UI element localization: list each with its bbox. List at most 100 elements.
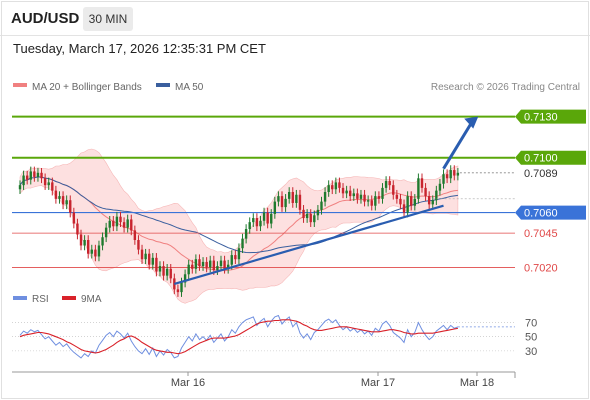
candle-body <box>133 230 137 240</box>
candle-body <box>69 200 72 213</box>
projection-arrow-head <box>464 116 479 129</box>
time-tick-label: Mar 16 <box>171 377 205 389</box>
candle-body <box>90 249 93 254</box>
candle-body <box>313 215 316 223</box>
candle-body <box>36 172 40 177</box>
chart-legend: MA 20 + Bollinger Bands MA 50 Research ©… <box>13 82 580 305</box>
candle-body <box>47 182 50 186</box>
candle-body <box>291 192 294 203</box>
candle-body <box>377 196 381 199</box>
candle-body <box>230 255 233 265</box>
ma20-legend-label: MA 20 + Bollinger Bands <box>32 82 142 93</box>
candle-body <box>273 201 277 214</box>
candle-body <box>270 213 273 224</box>
candle-body <box>201 261 205 267</box>
candle-body <box>162 266 165 276</box>
candle-body <box>79 234 83 246</box>
candle-body <box>165 268 169 276</box>
rsi-level-label-70: 70 <box>525 318 537 330</box>
candle-body <box>97 245 101 257</box>
candle-body <box>363 194 366 202</box>
candle-body <box>205 261 208 268</box>
candle-body <box>442 174 445 184</box>
candle-body <box>72 212 76 224</box>
candle-body <box>137 240 140 250</box>
candle-body <box>126 219 129 228</box>
candle-body <box>248 222 251 230</box>
candle-body <box>406 196 409 213</box>
candle-body <box>356 193 359 199</box>
candle-body <box>180 282 183 293</box>
candle-body <box>402 204 406 213</box>
candle-body <box>316 209 320 216</box>
bollinger-band <box>19 148 459 304</box>
candle-body <box>43 178 47 186</box>
candle-body <box>456 172 460 176</box>
candle-body <box>374 196 377 206</box>
candle-body <box>323 192 327 202</box>
candle-body <box>427 196 431 205</box>
level-label-0.7100: 0.7100 <box>524 153 558 165</box>
candle-body <box>22 175 25 186</box>
level-tag-0.7130 <box>515 109 586 124</box>
candle-body <box>280 196 284 208</box>
candle-body <box>187 264 190 275</box>
candle-body <box>144 253 147 260</box>
time-tick-label: Mar 18 <box>460 377 494 389</box>
support-trendline <box>174 204 444 285</box>
candle-body <box>54 190 58 199</box>
candle-body <box>435 190 438 201</box>
candle-body <box>395 194 399 199</box>
candle-body <box>76 223 79 235</box>
candle-body <box>140 249 144 260</box>
candle-body <box>295 194 298 203</box>
time-tick-label: Mar 17 <box>361 377 395 389</box>
candle-body <box>410 196 413 206</box>
level-label-0.7020: 0.7020 <box>524 262 558 274</box>
candle-body <box>284 198 287 208</box>
candle-body <box>234 255 237 260</box>
candle-body <box>359 194 363 199</box>
candle-body <box>424 187 427 197</box>
candle-body <box>266 212 269 224</box>
candle-body <box>349 190 352 197</box>
candle-body <box>244 229 248 239</box>
candle-body <box>25 175 29 180</box>
candle-body <box>345 190 348 194</box>
candle-body <box>255 218 259 227</box>
candle-body <box>148 253 151 265</box>
candle-body <box>216 266 219 271</box>
candle-body <box>392 185 395 195</box>
currency-pair-title: AUD/USD <box>11 10 80 27</box>
candle-body <box>65 200 68 205</box>
candle-body <box>83 240 86 246</box>
candle-body <box>158 266 162 272</box>
candle-body <box>384 181 388 188</box>
rsi-level-label-30: 30 <box>525 346 537 358</box>
candle-body <box>104 227 108 238</box>
candle-body <box>112 220 115 227</box>
candle-body <box>366 200 370 202</box>
candle-body <box>94 249 97 257</box>
rsi-pane: 70 50 30 <box>12 314 537 359</box>
candle-body <box>449 170 452 179</box>
candle-body <box>155 257 158 272</box>
ma20-legend-swatch <box>13 83 27 87</box>
timeframe-button[interactable]: 30 MIN <box>83 7 133 31</box>
candle-body <box>287 192 291 199</box>
rsi-legend-label: RSI <box>32 294 49 305</box>
ma9-legend-swatch <box>62 296 76 300</box>
candle-body <box>108 220 111 228</box>
candle-body <box>115 216 119 227</box>
candle-body <box>309 213 312 223</box>
rsi-line <box>19 314 459 359</box>
candle-body <box>370 200 373 206</box>
candle-body <box>212 260 216 271</box>
candle-body <box>18 185 22 190</box>
candle-body <box>453 170 456 176</box>
candle-body <box>320 201 323 210</box>
projection-arrow-shaft <box>442 120 474 170</box>
candle-body <box>101 237 104 246</box>
candle-body <box>341 187 345 194</box>
